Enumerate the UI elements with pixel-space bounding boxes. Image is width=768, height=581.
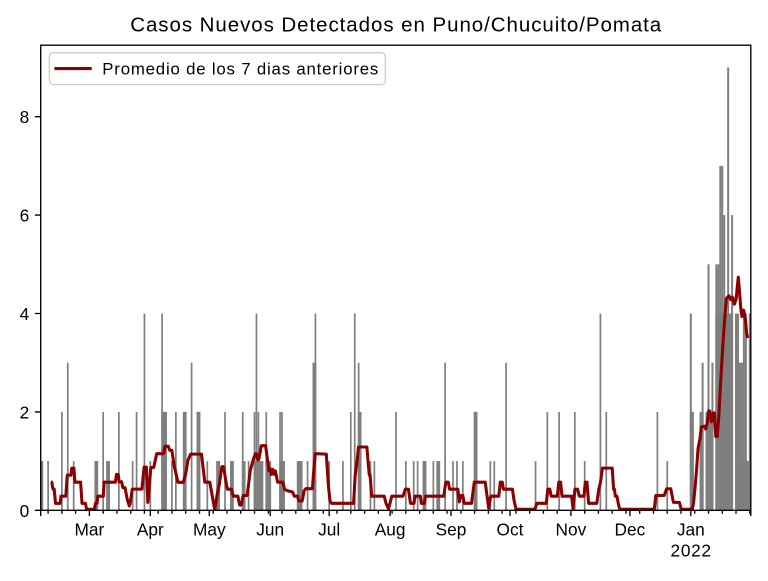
svg-text:Promedio de los 7 dias anterio: Promedio de los 7 dias anteriores <box>102 59 378 78</box>
svg-text:2: 2 <box>20 402 30 422</box>
svg-text:Mar: Mar <box>75 520 105 540</box>
svg-text:Jul: Jul <box>318 520 340 540</box>
svg-text:Jan: Jan <box>677 520 705 540</box>
svg-text:4: 4 <box>20 304 30 324</box>
svg-text:Aug: Aug <box>375 520 406 540</box>
svg-text:Casos Nuevos Detectados en Pun: Casos Nuevos Detectados en Puno/Chucuito… <box>130 14 662 37</box>
svg-text:6: 6 <box>20 206 30 226</box>
svg-text:Oct: Oct <box>497 520 524 540</box>
svg-text:Dec: Dec <box>615 520 646 540</box>
svg-text:Apr: Apr <box>137 520 164 540</box>
svg-text:Sep: Sep <box>436 520 467 540</box>
svg-text:0: 0 <box>20 501 30 521</box>
svg-text:May: May <box>193 520 226 540</box>
svg-text:8: 8 <box>20 107 30 127</box>
svg-text:Jun: Jun <box>256 520 284 540</box>
svg-text:Nov: Nov <box>556 520 587 540</box>
svg-text:2022: 2022 <box>671 541 712 561</box>
